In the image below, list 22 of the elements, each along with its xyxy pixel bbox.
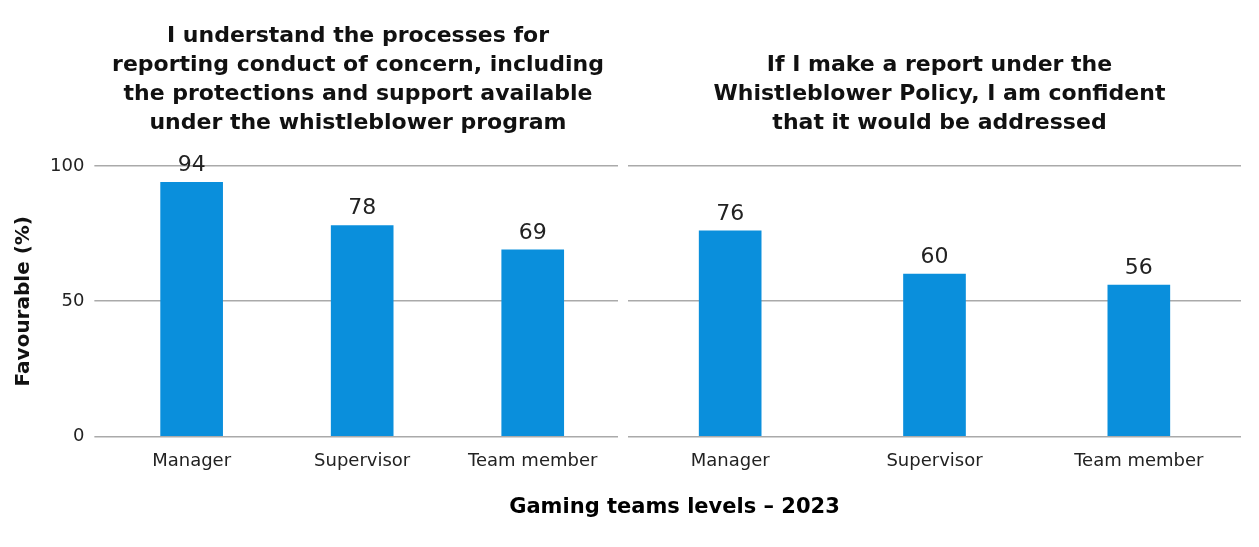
data-label: 76 [716, 199, 745, 225]
data-label: 69 [518, 218, 547, 244]
bar [330, 225, 394, 436]
data-label: 78 [348, 194, 377, 220]
x-tick-label: Supervisor [314, 448, 411, 470]
bar [501, 249, 565, 436]
x-tick-label: Manager [690, 448, 771, 470]
x-tick-label: Team member [467, 448, 598, 470]
data-label: 56 [1124, 253, 1153, 279]
data-label: 94 [177, 150, 206, 176]
bar [160, 181, 223, 436]
chart-title: I understand the processes for reporting conduct of concern, including the protections and support available under the whistleblower program [111, 21, 605, 136]
data-label: 60 [920, 242, 949, 268]
y-tick-label: 100 [50, 153, 85, 175]
y-axis-title: Favourable (%) [10, 216, 35, 387]
y-tick-label: 50 [61, 288, 85, 310]
x-tick-label: Supervisor [886, 448, 984, 470]
x-axis-title: Gaming teams levels – 2023 [508, 494, 841, 518]
x-tick-label: Team member [1073, 448, 1205, 470]
chart-title: If I make a report under the Whistleblower Policy, I am confident that it would be addressed [712, 50, 1167, 136]
y-tick-label: 0 [72, 424, 85, 446]
x-tick-label: Manager [152, 448, 232, 470]
